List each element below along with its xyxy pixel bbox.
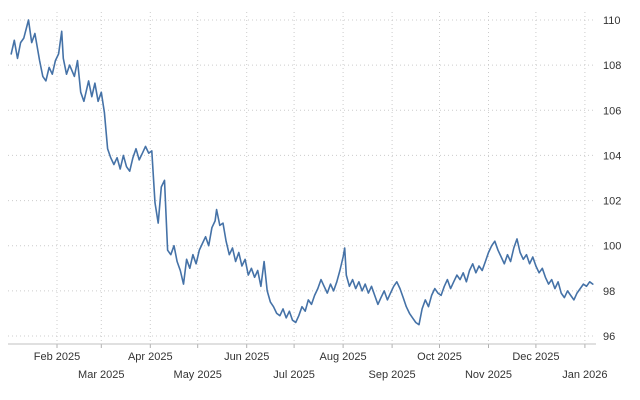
y-axis-label: 106 (603, 105, 621, 117)
y-axis-label: 108 (603, 60, 621, 72)
x-axis-label: May 2025 (174, 369, 222, 381)
x-axis-label: Jul 2025 (273, 369, 315, 381)
x-axis-label: Feb 2025 (34, 351, 80, 363)
x-axis-label: Oct 2025 (417, 351, 462, 363)
x-axis-label: Jan 2026 (562, 369, 607, 381)
y-axis-label: 102 (603, 196, 621, 208)
x-axis-label: Sep 2025 (369, 369, 416, 381)
y-axis-label: 110 (603, 15, 621, 27)
y-axis-label: 104 (603, 150, 621, 162)
y-axis-label: 96 (603, 331, 615, 343)
x-axis-label: Jun 2025 (224, 351, 269, 363)
y-axis-label: 98 (603, 286, 615, 298)
price-line-series (10, 19, 594, 326)
x-axis-label: Dec 2025 (512, 351, 559, 363)
x-axis-label: Aug 2025 (320, 351, 367, 363)
x-axis-label: Apr 2025 (128, 351, 173, 363)
x-axis-label: Nov 2025 (465, 369, 512, 381)
x-axis-label: Mar 2025 (78, 369, 124, 381)
y-axis-label: 100 (603, 241, 621, 253)
